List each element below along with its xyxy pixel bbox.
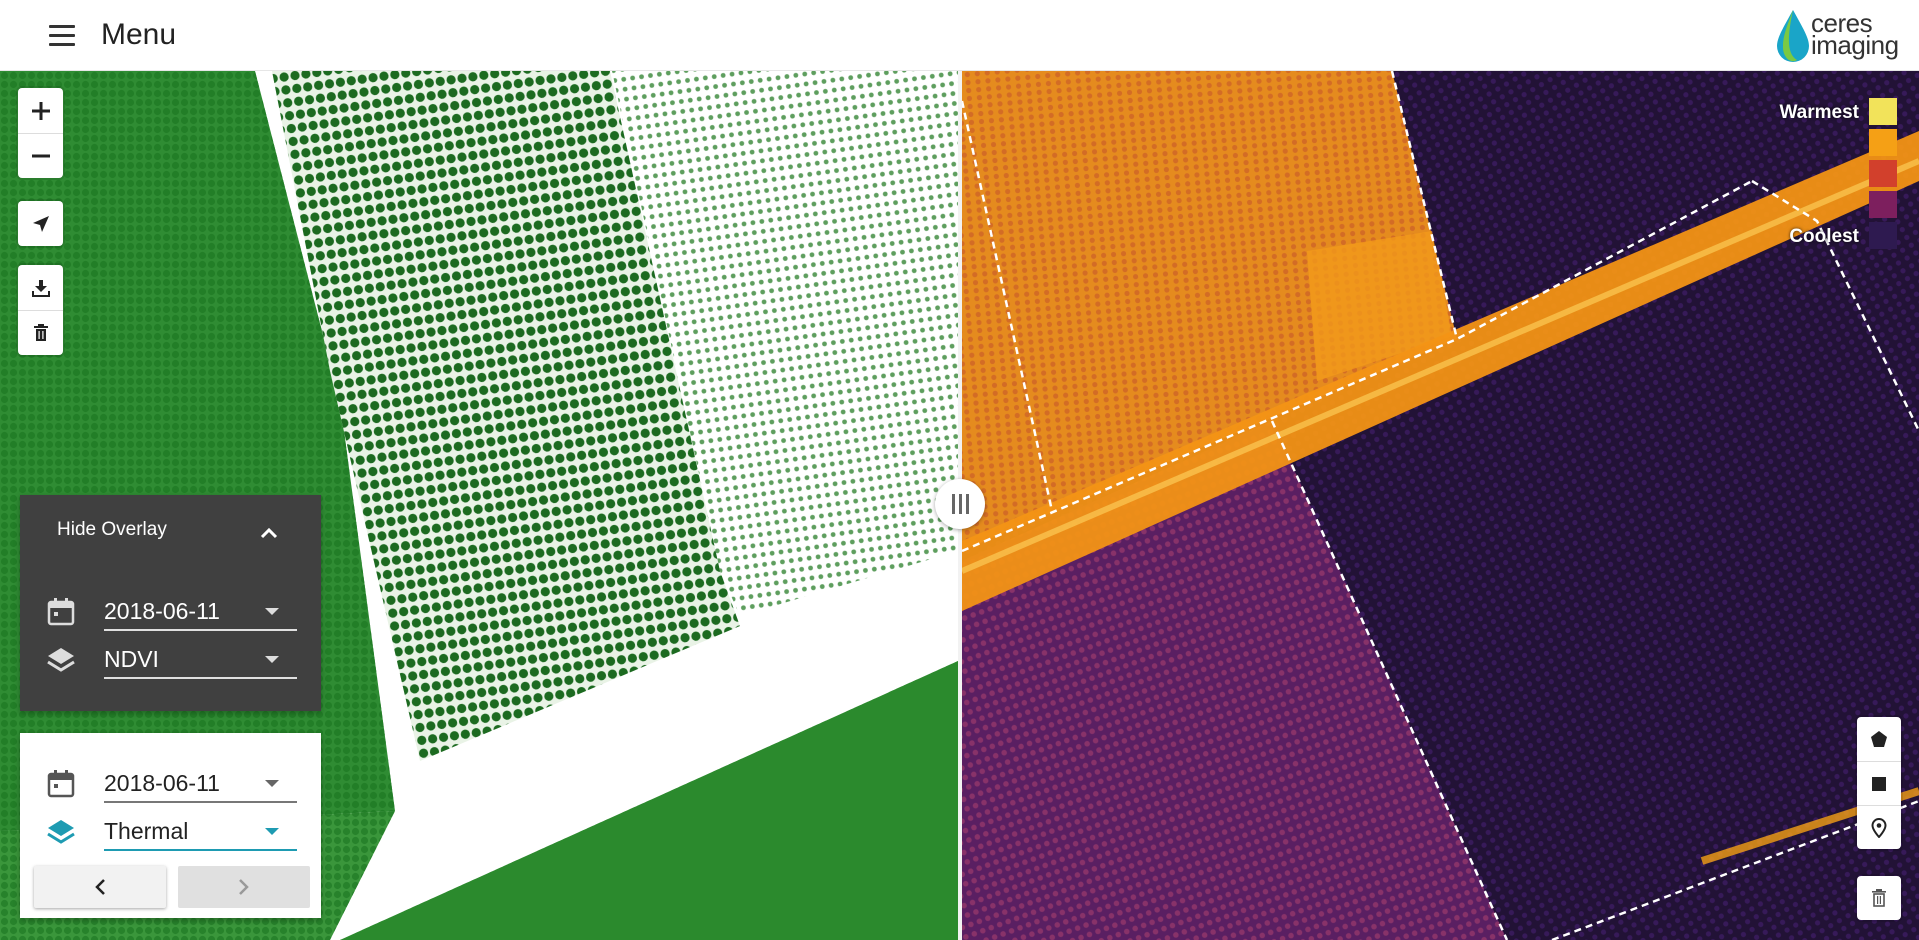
legend-swatch-2 xyxy=(1869,129,1897,156)
ndvi-map[interactable] xyxy=(0,71,958,940)
locate-control xyxy=(18,201,63,246)
base-layer-panel: 2018-06-11 Thermal xyxy=(20,733,321,918)
delete-button[interactable] xyxy=(18,310,63,355)
download-button[interactable] xyxy=(18,265,63,310)
zoom-in-button[interactable] xyxy=(18,88,63,133)
legend-swatch-3 xyxy=(1869,160,1897,187)
caret-down-icon xyxy=(265,828,279,835)
layers-icon xyxy=(47,648,75,672)
trash-icon xyxy=(33,324,48,341)
base-layer-row: Thermal xyxy=(46,811,316,853)
legend-swatch-4 xyxy=(1869,191,1897,218)
base-layer-select[interactable]: Thermal xyxy=(104,811,297,851)
logo-text-imaging: imaging xyxy=(1811,30,1899,60)
split-handle[interactable] xyxy=(935,479,985,529)
overlay-date-row: 2018-06-11 xyxy=(46,591,316,633)
legend-swatch-1 xyxy=(1869,98,1897,125)
chevron-left-icon xyxy=(95,879,105,895)
plus-icon xyxy=(31,101,50,120)
chevron-right-icon xyxy=(239,879,249,895)
caret-down-icon xyxy=(265,656,279,663)
overlay-date-select[interactable]: 2018-06-11 xyxy=(104,591,297,631)
thermal-map[interactable] xyxy=(962,71,1919,940)
legend-warmest-label: Warmest xyxy=(1779,102,1859,123)
zoom-out-button[interactable] xyxy=(18,133,63,178)
calendar-icon xyxy=(47,770,75,798)
layers-icon xyxy=(47,820,75,844)
overlay-layer-value: NDVI xyxy=(104,646,159,672)
menu-title[interactable]: Menu xyxy=(101,18,177,51)
ceres-imaging-logo: ceres imaging xyxy=(1773,6,1899,66)
locate-arrow-icon xyxy=(32,215,49,232)
marker-icon xyxy=(1871,817,1887,838)
locate-button[interactable] xyxy=(18,201,63,246)
thermal-legend: Warmest Coolest xyxy=(1737,98,1897,258)
draw-delete-button[interactable] xyxy=(1857,876,1901,920)
caret-down-icon xyxy=(265,780,279,787)
overlay-date-value: 2018-06-11 xyxy=(104,598,220,624)
draw-polygon-button[interactable] xyxy=(1857,717,1901,761)
base-date-value: 2018-06-11 xyxy=(104,770,220,796)
caret-down-icon xyxy=(265,608,279,615)
overlay-layer-select[interactable]: NDVI xyxy=(104,639,297,679)
previous-date-button[interactable] xyxy=(34,866,166,908)
draw-controls xyxy=(1857,717,1901,849)
calendar-icon xyxy=(47,598,75,626)
overlay-layer-row: NDVI xyxy=(46,639,316,681)
draw-delete-control xyxy=(1857,876,1901,920)
next-date-button[interactable] xyxy=(178,866,310,908)
minus-icon xyxy=(31,154,50,158)
draw-marker-button[interactable] xyxy=(1857,805,1901,849)
zoom-controls xyxy=(18,88,63,178)
hide-overlay-toggle[interactable]: Hide Overlay xyxy=(57,519,167,540)
square-icon xyxy=(1872,776,1886,791)
hamburger-menu-icon[interactable] xyxy=(46,20,78,52)
trash-icon xyxy=(1872,889,1886,907)
base-date-row: 2018-06-11 xyxy=(46,763,316,805)
chevron-up-icon[interactable] xyxy=(257,521,281,545)
top-bar: Menu ceres imaging xyxy=(0,0,1919,71)
legend-coolest-label: Coolest xyxy=(1789,226,1859,247)
base-layer-value: Thermal xyxy=(104,818,189,844)
legend-swatch-5 xyxy=(1869,222,1897,249)
polygon-icon xyxy=(1871,731,1887,747)
export-controls xyxy=(18,265,63,355)
logo-text-ceres: ceres xyxy=(1811,8,1873,38)
overlay-panel: Hide Overlay 2018-06-11 NDVI xyxy=(20,495,321,711)
download-icon xyxy=(31,279,50,297)
draw-rectangle-button[interactable] xyxy=(1857,761,1901,805)
base-date-select[interactable]: 2018-06-11 xyxy=(104,763,297,803)
